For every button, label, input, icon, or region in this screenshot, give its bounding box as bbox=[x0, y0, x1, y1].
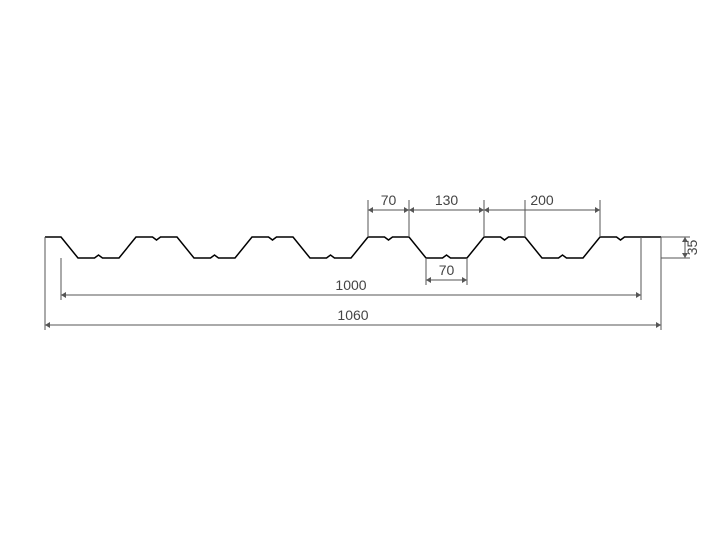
dim-top-70-label: 70 bbox=[381, 192, 397, 208]
dim-arrow bbox=[656, 322, 661, 328]
dim-130-label: 130 bbox=[435, 192, 459, 208]
dim-arrow bbox=[404, 207, 409, 213]
dim-1000-label: 1000 bbox=[335, 277, 366, 293]
dim-arrow bbox=[368, 207, 373, 213]
dim-arrow bbox=[462, 277, 467, 283]
dim-arrow bbox=[61, 292, 66, 298]
profile-outline bbox=[45, 237, 661, 258]
dim-arrow bbox=[45, 322, 50, 328]
dim-arrow bbox=[595, 207, 600, 213]
dim-1060-label: 1060 bbox=[337, 307, 368, 323]
dim-arrow bbox=[409, 207, 414, 213]
dim-bottom-70-label: 70 bbox=[439, 262, 455, 278]
dim-arrow bbox=[479, 207, 484, 213]
dim-200-label: 200 bbox=[530, 192, 554, 208]
dim-arrow bbox=[426, 277, 431, 283]
dim-arrow bbox=[484, 207, 489, 213]
dim-35-label: 35 bbox=[684, 240, 700, 256]
dim-arrow bbox=[636, 292, 641, 298]
